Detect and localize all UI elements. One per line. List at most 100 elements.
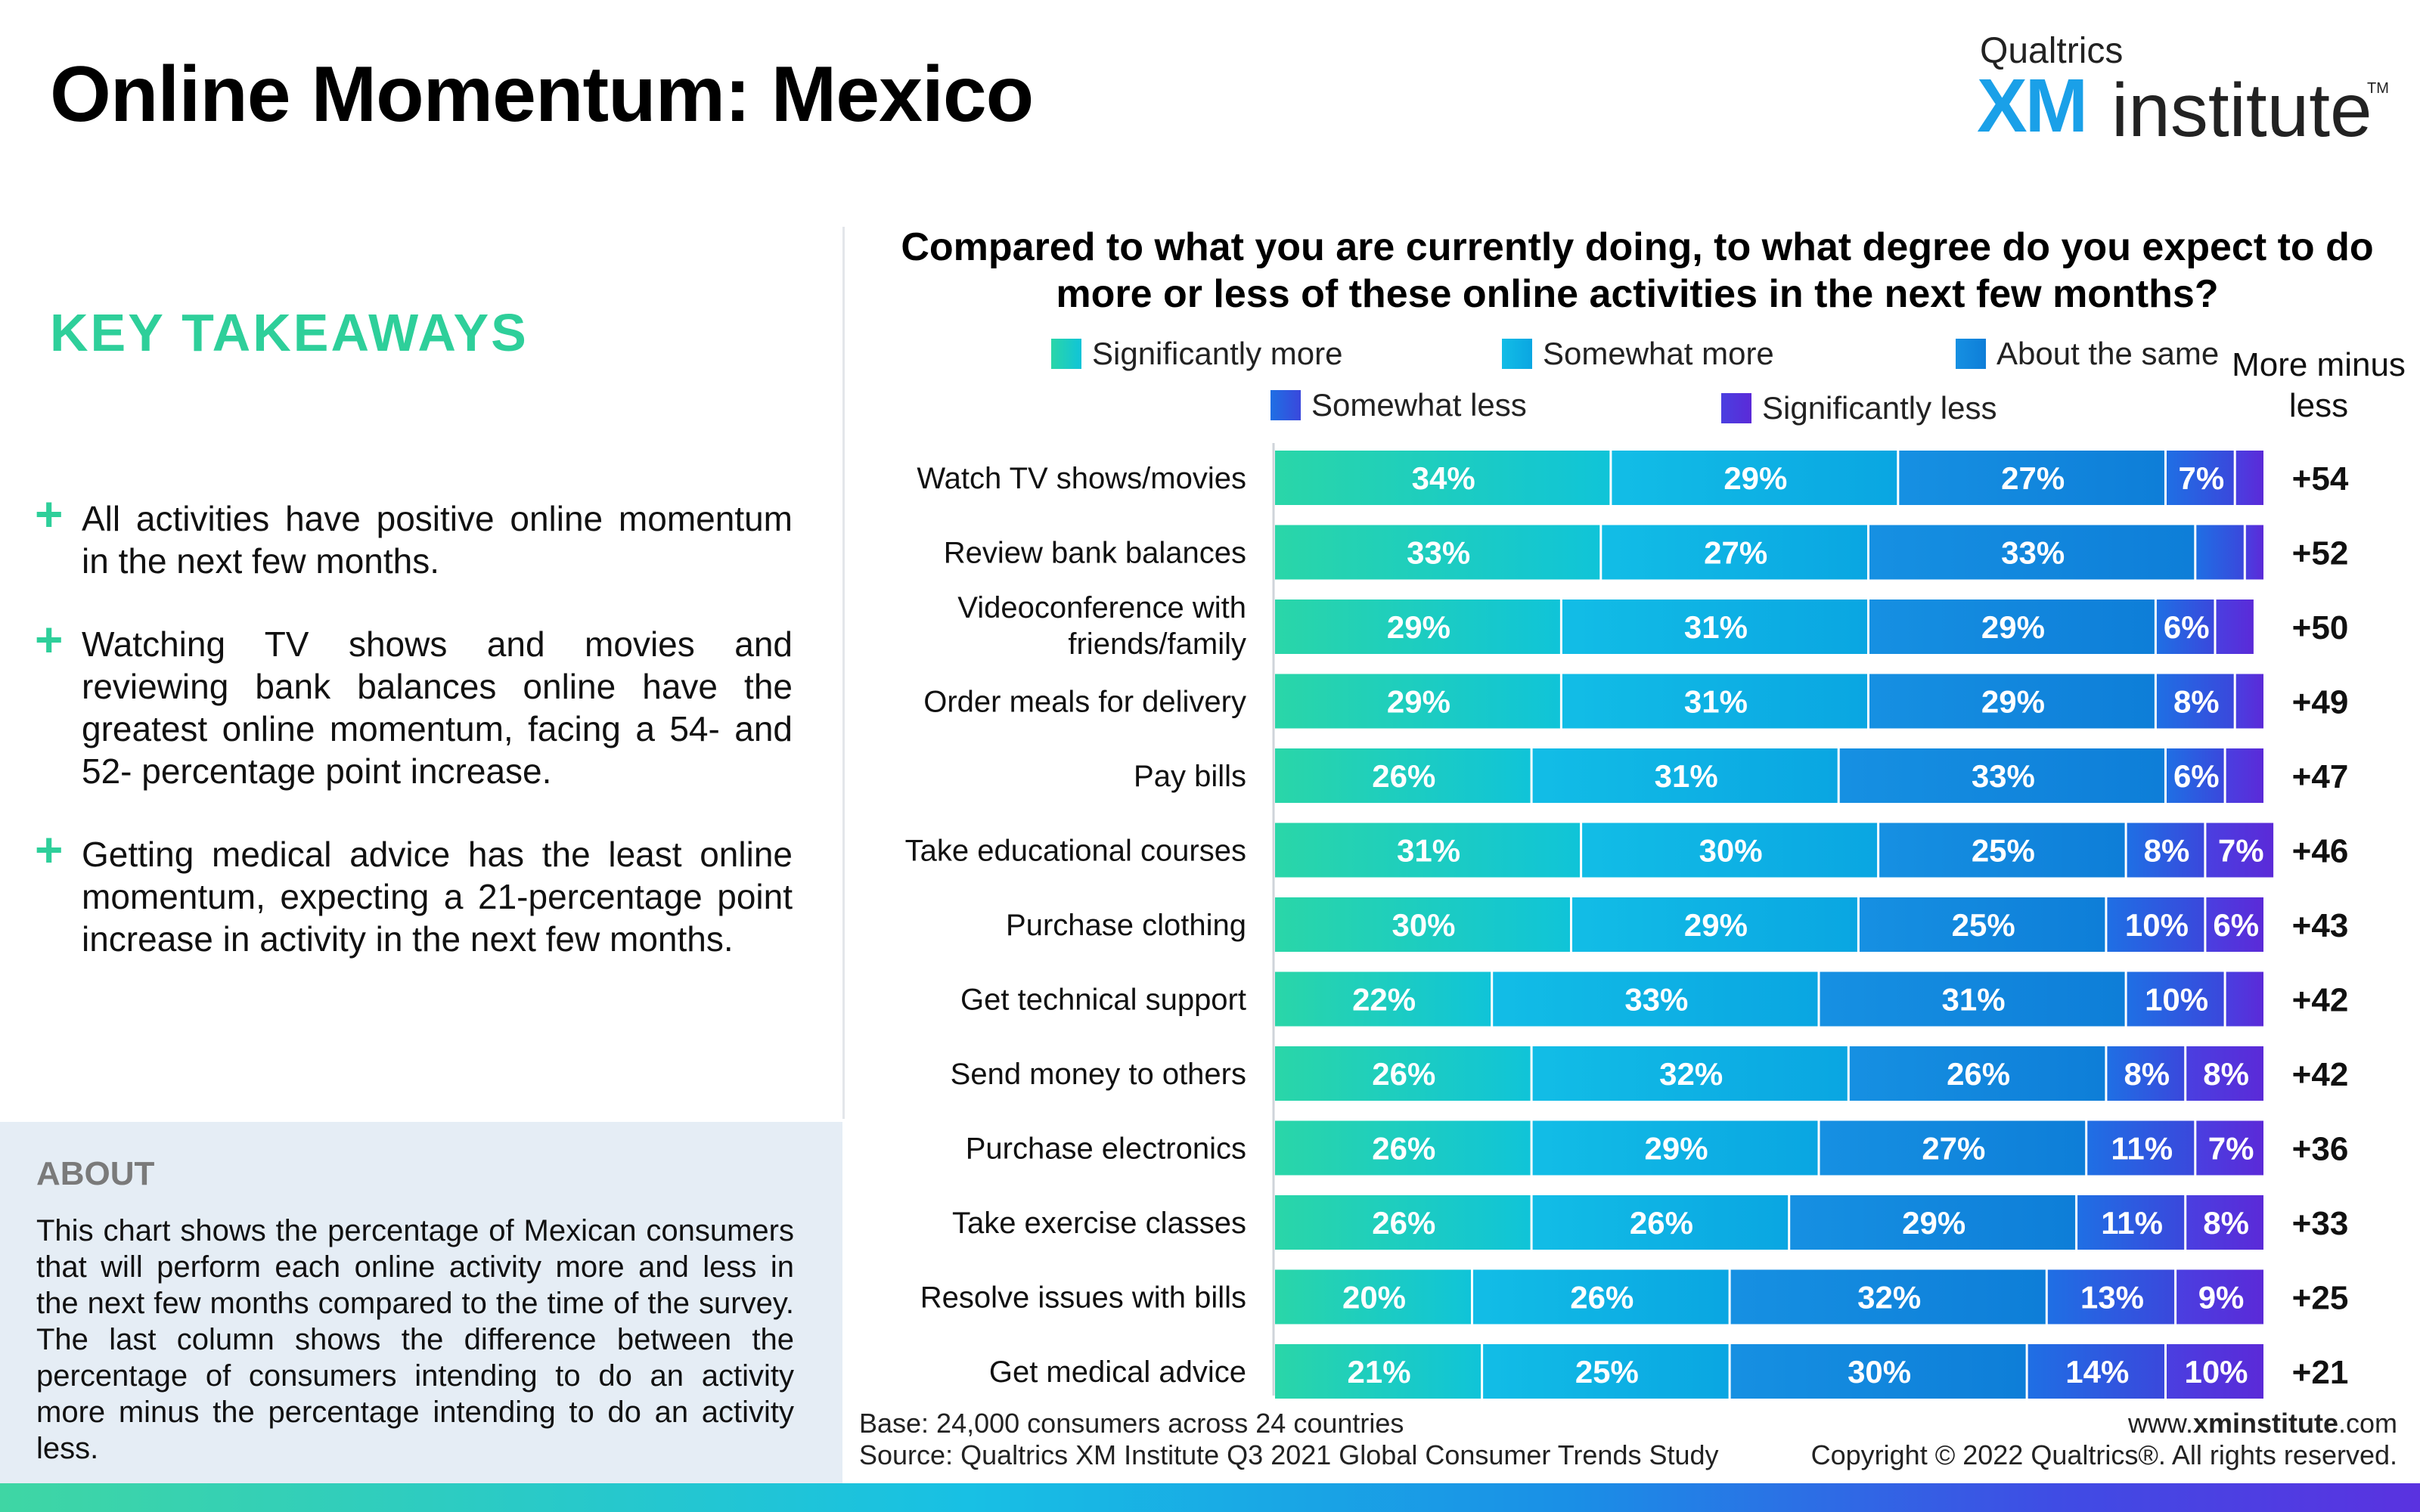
legend-somewhat-more: Somewhat more	[1502, 336, 1774, 372]
bar-segment-about-the-same	[1820, 1120, 2086, 1176]
data-label: 20%	[1342, 1280, 1406, 1315]
bar-segment-somewhat-less	[2028, 1344, 2164, 1399]
bar-segment-significantly-more	[1275, 1120, 1531, 1176]
data-label: 10%	[2184, 1354, 2248, 1390]
bar-segment-about-the-same	[1869, 600, 2155, 654]
data-label: 8%	[2144, 833, 2190, 869]
bar-segment-significantly-more	[1275, 823, 1581, 878]
data-label: 30%	[1848, 1354, 1911, 1390]
bar-segment-somewhat-less	[2077, 1195, 2185, 1250]
bar-segment-somewhat-less	[2127, 823, 2204, 878]
data-label: 31%	[1655, 758, 1718, 794]
legend-label: Somewhat more	[1543, 336, 1774, 371]
bar-segment-about-the-same	[1730, 1269, 2046, 1325]
data-label: 11%	[2101, 1205, 2163, 1241]
legend-somewhat-less: Somewhat less	[1270, 387, 1527, 423]
about-heading: ABOUT	[36, 1155, 155, 1192]
data-label: 7%	[2178, 460, 2224, 496]
legend-significantly-more: Significantly more	[1051, 336, 1342, 372]
data-label: 29%	[1981, 684, 2045, 720]
bar-segment-significantly-less	[2235, 674, 2263, 729]
bar-segment-somewhat-more	[1473, 1269, 1729, 1325]
xm-institute-logo: Qualtrics XM institute TM	[1977, 29, 2400, 150]
data-label: 30%	[1699, 833, 1763, 869]
category-label: Review bank balances	[944, 537, 1246, 570]
bar-segment-significantly-more	[1275, 600, 1560, 654]
data-label: 11%	[2111, 1131, 2173, 1167]
footer-website-bold: xminstitute	[2192, 1408, 2338, 1439]
data-label: 6%	[2173, 758, 2220, 794]
legend-label: Significantly less	[1762, 390, 1997, 426]
data-label: 21%	[1348, 1354, 1411, 1390]
bar-segment-about-the-same	[1839, 748, 2164, 803]
legend-swatch	[1502, 339, 1532, 369]
data-label: 33%	[2001, 535, 2065, 571]
bar-segment-about-the-same	[1820, 971, 2125, 1027]
legend-swatch	[1270, 390, 1301, 420]
category-label: Watch TV shows/movies	[917, 462, 1246, 495]
footer-website: www.xminstitute.com	[2110, 1408, 2397, 1439]
footer-copyright: Copyright © 2022 Qualtrics®. All rights …	[1810, 1439, 2397, 1470]
bar-segment-significantly-more	[1275, 748, 1531, 803]
data-label: 7%	[2208, 1131, 2254, 1167]
bar-segment-somewhat-less	[2196, 525, 2244, 580]
data-label: 29%	[1387, 609, 1450, 645]
category-label: Videoconference with friends/family	[957, 591, 1246, 661]
data-label: 27%	[2001, 460, 2065, 496]
bar-segment-somewhat-more	[1493, 971, 1818, 1027]
bar-segment-somewhat-more	[1602, 525, 1867, 580]
bar-segment-about-the-same	[1859, 897, 2105, 952]
chart-title: Compared to what you are currently doing…	[901, 225, 2374, 316]
data-label: 33%	[1972, 758, 2035, 794]
bar-segment-significantly-more	[1275, 674, 1560, 729]
net-value-label: +54	[2292, 460, 2349, 497]
net-value-label: +21	[2292, 1354, 2349, 1391]
data-label: 13%	[2080, 1280, 2144, 1315]
net-value-label: +46	[2292, 833, 2349, 870]
bar-segment-somewhat-less	[2107, 1046, 2185, 1101]
takeaway-item: + Watching TV shows and movies and revie…	[35, 615, 793, 792]
plus-icon: +	[35, 487, 64, 541]
data-label: 29%	[1723, 460, 1787, 496]
bar-segment-significantly-more	[1275, 1344, 1481, 1399]
bar-segment-somewhat-more	[1612, 451, 1897, 505]
data-label: 27%	[1704, 535, 1767, 571]
footer-base: Base: 24,000 consumers across 24 countri…	[859, 1408, 1404, 1439]
data-label: 10%	[2125, 907, 2189, 943]
bar-segment-about-the-same	[1869, 674, 2155, 729]
category-label: Get medical advice	[989, 1356, 1246, 1389]
data-label: 26%	[1372, 1205, 1435, 1241]
bar-segment-about-the-same	[1879, 823, 2125, 878]
bar-segment-somewhat-more	[1483, 1344, 1729, 1399]
net-value-label: +49	[2292, 684, 2349, 721]
takeaway-text: Getting medical advice has the least onl…	[82, 835, 793, 959]
data-label: 26%	[1570, 1280, 1634, 1315]
footer-website-prefix: www.	[2127, 1408, 2193, 1439]
bar-segment-significantly-less	[2226, 748, 2263, 803]
data-label: 10%	[2145, 982, 2208, 1018]
data-label: 25%	[1952, 907, 2015, 943]
bar-segment-somewhat-more	[1532, 1046, 1848, 1101]
bar-segment-somewhat-less	[2127, 971, 2224, 1027]
data-label: 26%	[1630, 1205, 1693, 1241]
bar-segment-somewhat-less	[2047, 1269, 2175, 1325]
data-label: 7%	[2218, 833, 2264, 869]
data-label: 29%	[1902, 1205, 1965, 1241]
takeaway-text: All activities have positive online mome…	[82, 499, 793, 581]
data-label: 31%	[1397, 833, 1460, 869]
data-label: 29%	[1981, 609, 2045, 645]
data-label: 8%	[2124, 1056, 2170, 1092]
category-label: Take educational courses	[905, 835, 1246, 868]
category-label: Send money to others	[951, 1058, 1246, 1091]
data-label: 27%	[1922, 1131, 1985, 1167]
bar-segment-significantly-less	[2226, 971, 2263, 1027]
key-takeaways-heading: KEY TAKEAWAYS	[50, 303, 529, 362]
bar-segment-significantly-less	[2176, 1269, 2263, 1325]
bar-segment-somewhat-less	[2107, 897, 2204, 952]
bar-segment-significantly-more	[1275, 897, 1570, 952]
bar-segment-significantly-more	[1275, 525, 1600, 580]
data-label: 8%	[2173, 684, 2220, 720]
data-label: 31%	[1684, 609, 1748, 645]
logo-xm-text: XM	[1977, 64, 2088, 148]
about-text: This chart shows the percentage of Mexic…	[36, 1214, 794, 1465]
